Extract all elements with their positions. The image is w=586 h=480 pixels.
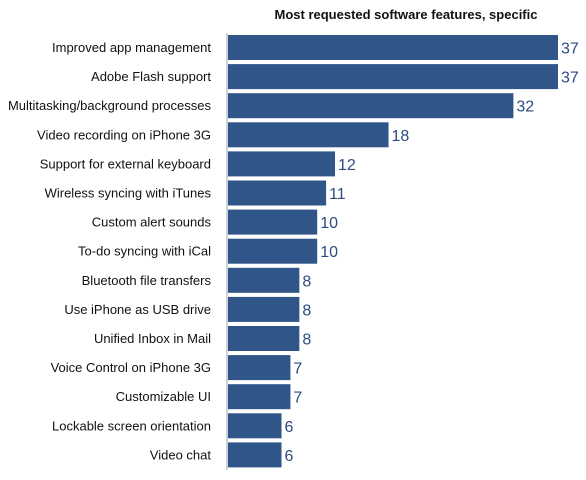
category-label: Adobe Flash support: [91, 69, 211, 84]
category-label: Video recording on iPhone 3G: [37, 127, 211, 142]
value-label: 6: [285, 448, 294, 465]
category-label: Multitasking/background processes: [8, 98, 212, 113]
category-label: Video chat: [150, 447, 212, 462]
category-label: Custom alert sounds: [92, 215, 212, 230]
bar: [228, 355, 291, 381]
value-label: 18: [392, 128, 410, 145]
value-label: 12: [338, 157, 356, 174]
bar: [228, 151, 336, 177]
bar: [228, 296, 300, 322]
bar: [228, 209, 318, 235]
bar: [228, 267, 300, 293]
bar: [228, 238, 318, 264]
bar: [228, 384, 291, 410]
bar: [228, 180, 327, 206]
value-label: 8: [302, 273, 311, 290]
value-label: 37: [561, 70, 579, 87]
category-label: Use iPhone as USB drive: [64, 302, 211, 317]
category-label: Unified Inbox in Mail: [94, 331, 211, 346]
bar: [228, 93, 514, 119]
bar: [228, 64, 558, 90]
value-label: 10: [320, 244, 338, 261]
value-label: 32: [516, 99, 534, 116]
category-label: Lockable screen orientation: [52, 418, 211, 433]
category-label: Customizable UI: [116, 389, 211, 404]
bar: [228, 413, 282, 439]
value-label: 10: [320, 215, 338, 232]
chart-title: Most requested software features, specif…: [275, 7, 538, 22]
value-label: 7: [293, 361, 302, 378]
value-label: 7: [293, 390, 302, 407]
bar: [228, 326, 300, 351]
value-label: 8: [302, 332, 311, 349]
category-label: Improved app management: [52, 40, 211, 55]
value-label: 37: [561, 41, 579, 58]
category-label: Bluetooth file transfers: [82, 273, 212, 288]
value-label: 8: [302, 302, 311, 319]
bar: [228, 442, 282, 468]
category-label: Support for external keyboard: [40, 156, 211, 171]
category-label: To-do syncing with iCal: [78, 244, 211, 259]
bar: [228, 122, 389, 148]
value-label: 11: [329, 186, 346, 203]
value-label: 6: [285, 419, 294, 436]
bar: [228, 35, 558, 60]
category-label: Wireless syncing with iTunes: [45, 186, 212, 201]
category-label: Voice Control on iPhone 3G: [51, 360, 211, 375]
bars-group: Improved app management 37 Adobe Flash sup…: [8, 35, 579, 468]
